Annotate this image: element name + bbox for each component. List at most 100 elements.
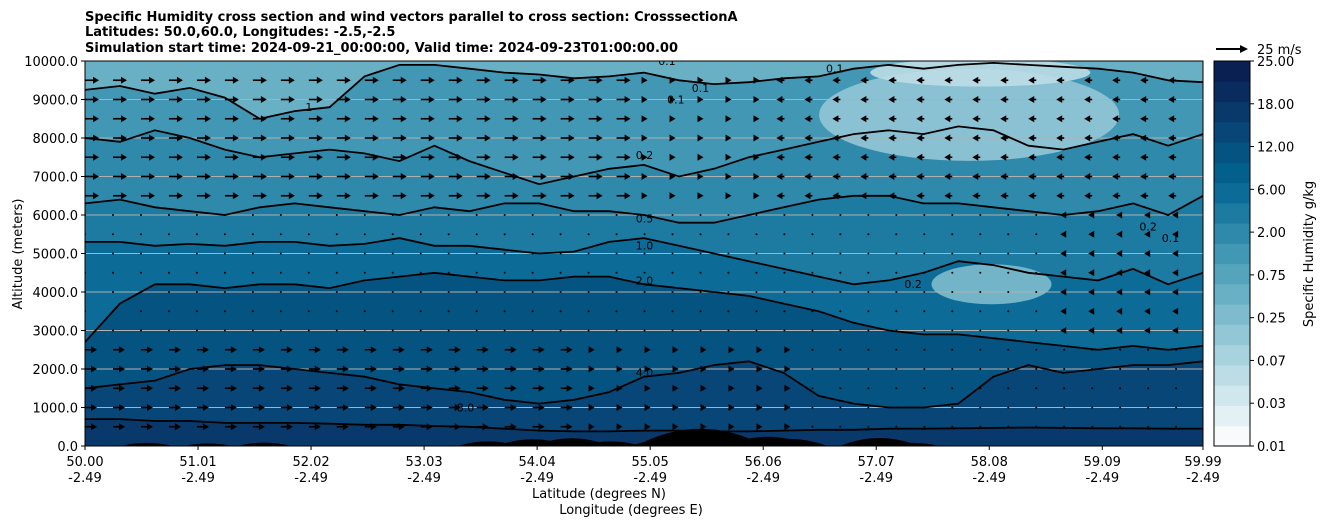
wind-arrow-head <box>1056 115 1063 123</box>
wind-arrow-head <box>232 134 239 142</box>
wind-arrow-head <box>91 346 97 354</box>
wind-arrow-head <box>860 153 867 161</box>
wind-arrow <box>167 252 170 255</box>
wind-arrow <box>895 406 898 409</box>
wind-arrow-head <box>372 115 379 123</box>
wind-arrow <box>476 192 491 200</box>
wind-arrow-dot <box>335 233 338 236</box>
wind-arrow-dot <box>335 329 338 332</box>
wind-arrow-head <box>641 192 648 200</box>
wind-arrow-dot <box>363 291 366 293</box>
wind-arrow <box>280 192 295 200</box>
wind-arrow <box>783 291 786 293</box>
wind-arrow <box>168 173 183 180</box>
wind-arrow-dot <box>335 214 338 216</box>
wind-arrow <box>916 96 925 103</box>
wind-arrow <box>112 134 127 142</box>
wind-arrow-dot <box>363 310 366 313</box>
wind-arrow <box>531 271 534 274</box>
wind-arrow <box>85 404 97 411</box>
wind-arrow <box>307 291 310 293</box>
wind-arrow <box>944 134 953 142</box>
wind-arrow <box>923 310 926 313</box>
wind-arrow-dot <box>615 291 618 293</box>
wind-arrow-head <box>624 173 631 180</box>
wind-arrow <box>196 76 211 84</box>
wind-arrow-dot <box>503 271 506 274</box>
wind-arrow-dot <box>839 329 842 332</box>
terrain-silhouette <box>85 428 1203 446</box>
wind-arrow <box>1000 153 1009 161</box>
contour-label: 2.0 <box>636 274 654 287</box>
wind-arrow-dot <box>139 271 142 274</box>
wind-arrow <box>1172 250 1179 257</box>
wind-arrow <box>699 233 702 236</box>
wind-arrow <box>504 115 519 123</box>
wind-arrow-dot <box>139 252 142 255</box>
wind-arrow <box>783 271 786 274</box>
wind-arrow-dot <box>475 291 478 293</box>
wind-arrow <box>336 346 349 354</box>
wind-arrow <box>223 233 226 236</box>
wind-arrow <box>448 153 463 161</box>
wind-arrow-head <box>148 173 155 180</box>
wind-arrow-dot <box>139 310 142 313</box>
wind-arrow <box>753 173 760 180</box>
wind-arrow <box>252 384 265 392</box>
wind-arrow-head <box>1168 76 1175 84</box>
wind-arrow-head <box>1116 250 1123 257</box>
wind-arrow-head <box>120 192 127 200</box>
wind-arrow <box>139 271 142 274</box>
wind-arrow <box>615 233 618 236</box>
wind-arrow <box>1000 192 1009 200</box>
wind-arrow <box>392 153 407 161</box>
wind-arrow-dot <box>363 233 366 236</box>
wind-arrow <box>783 252 786 255</box>
wind-arrow <box>1035 233 1038 236</box>
wind-arrow-dot <box>251 329 254 332</box>
x-tick-label-lon: -2.49 <box>407 471 441 486</box>
wind-arrow-head <box>1000 96 1007 103</box>
wind-arrow-head <box>400 173 407 180</box>
wind-arrow <box>1119 406 1122 409</box>
wind-arrow-head <box>1140 96 1147 103</box>
wind-arrow-dot <box>727 310 730 313</box>
wind-arrow <box>587 233 590 236</box>
wind-arrow <box>475 271 478 274</box>
wind-arrow-dot <box>1119 406 1122 409</box>
wind-arrow <box>1007 368 1010 370</box>
wind-arrow <box>671 271 674 274</box>
wind-arrow <box>923 387 926 390</box>
wind-arrow-head <box>538 346 545 354</box>
wind-arrow <box>307 310 310 313</box>
wind-arrow <box>972 96 981 103</box>
wind-arrow-head <box>288 76 295 84</box>
wind-arrow-dot <box>727 329 730 332</box>
wind-arrow-dot <box>951 233 954 236</box>
wind-arrow-head <box>1056 173 1063 180</box>
wind-arrow <box>532 346 545 354</box>
wind-arrow-head <box>398 346 405 354</box>
wind-arrow-head <box>888 76 895 84</box>
wind-arrow-head <box>484 153 491 161</box>
wind-arrow-dot <box>1063 425 1066 428</box>
wind-arrow-head <box>596 115 603 123</box>
wind-arrow <box>447 291 450 293</box>
wind-arrow-head <box>1028 96 1035 103</box>
wind-arrow <box>279 214 282 216</box>
y-tick-label: 1000.0 <box>33 402 79 417</box>
wind-arrow <box>916 134 925 142</box>
wind-arrow-head <box>456 192 463 200</box>
wind-arrow-head <box>616 404 623 411</box>
wind-arrow-head <box>288 173 295 180</box>
wind-arrow <box>972 173 981 180</box>
wind-arrow-head <box>1172 307 1179 315</box>
wind-arrow <box>839 252 842 255</box>
wind-arrow-head <box>972 173 979 180</box>
wind-arrow-head <box>725 173 732 180</box>
wind-arrow-head <box>860 115 867 123</box>
wind-arrow <box>669 76 676 84</box>
wind-arrow <box>112 76 127 84</box>
wind-arrow <box>1175 368 1178 370</box>
wind-arrow-dot <box>839 233 842 236</box>
